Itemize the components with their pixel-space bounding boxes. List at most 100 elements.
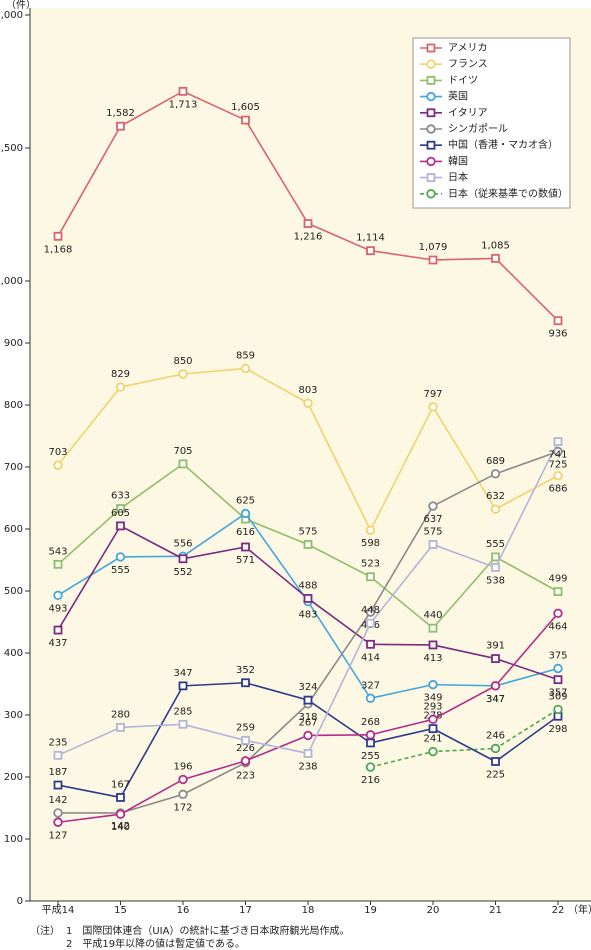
data-label: 705 [173,446,192,457]
legend-label: アメリカ [448,42,488,54]
data-label: 285 [173,706,192,717]
data-label: 575 [298,527,317,538]
data-label: 127 [48,830,67,841]
point [116,793,125,802]
data-label: 1,114 [356,233,385,244]
legend-box [412,37,571,209]
data-label: 298 [548,724,567,735]
y-tick-label: 800 [4,400,23,411]
data-label: 483 [298,610,317,621]
point [428,540,438,549]
point [491,563,500,572]
point [178,774,188,785]
y-tick-label: 0 [17,896,23,907]
data-label: 142 [48,795,67,806]
data-label: 689 [486,456,505,467]
point [303,540,313,549]
point [303,219,313,228]
point [53,780,63,790]
point [366,738,375,748]
legend-label: ドイツ [448,75,478,86]
point [365,607,376,617]
point [365,762,376,772]
point [53,808,63,818]
data-label: 1,582 [106,108,135,119]
legend-marker [426,108,436,118]
data-label: 268 [361,717,380,728]
legend-label: シンガポール [448,123,508,135]
point [53,590,63,601]
legend-marker [426,91,436,102]
data-label: 347 [486,694,505,705]
data-label: 293 [423,701,442,712]
legend-marker [426,140,436,150]
x-tick-label: 19 [364,905,377,916]
data-label: 324 [298,682,317,693]
legend-label: 日本（従来基準での数値） [448,187,568,200]
point [491,757,500,766]
note: 1 国際団体連合（UIA）の統計に基づき日本政府観光局作成。 [66,924,349,937]
point [53,817,63,827]
point [428,255,438,265]
point [178,681,188,691]
point [428,679,438,690]
data-label: 829 [111,369,130,380]
y-tick-label: 1,000 [0,276,23,287]
x-tick-label: 18 [302,905,315,916]
data-label: 309 [548,691,567,702]
data-label: 632 [486,491,505,502]
point [365,730,376,740]
data-label: 216 [361,775,380,786]
x-tick-label: 20 [427,905,440,916]
point [491,552,500,562]
point [490,504,501,514]
data-label: 238 [298,761,317,772]
data-label: 936 [548,329,567,340]
data-label: 196 [173,761,192,772]
point [178,86,188,96]
point [115,382,126,392]
data-label: 598 [361,538,380,549]
y-tick-label: 700 [4,462,23,473]
point [178,789,188,800]
point [366,246,375,256]
data-label: 725 [548,460,567,471]
point [303,730,313,741]
point [53,460,63,470]
point [366,572,375,582]
x-tick-label: 15 [114,905,127,916]
data-label: 140 [111,822,130,833]
x-tick-label: 21 [489,905,502,916]
legend-marker [426,173,436,183]
legend-marker [426,59,436,69]
point [303,749,313,758]
data-label: 413 [423,653,442,664]
data-label: 633 [111,491,130,502]
y-tick-label: 200 [4,772,23,783]
note-label: （注） [30,924,60,937]
data-label: 167 [111,779,130,790]
point [241,542,250,552]
point [553,704,563,715]
legend-marker [426,43,436,53]
point [428,724,438,734]
y-tick-label: 300 [4,710,23,721]
y-tick-label: 900 [4,338,23,349]
data-label: 327 [361,680,380,691]
point [553,316,563,326]
y-tick-label: 500 [4,586,23,597]
data-label: 347 [173,668,192,679]
point [116,723,125,732]
y-tick-label: 1,500 [0,143,23,154]
point [428,746,438,757]
point [241,115,250,125]
data-label: 741 [548,450,567,461]
data-label: 235 [48,737,67,748]
x-tick-label: 22 [552,905,565,916]
point [53,231,63,241]
legend-label: 英国 [448,90,468,103]
point [490,681,501,691]
data-label: 223 [236,771,255,782]
point [53,625,63,635]
